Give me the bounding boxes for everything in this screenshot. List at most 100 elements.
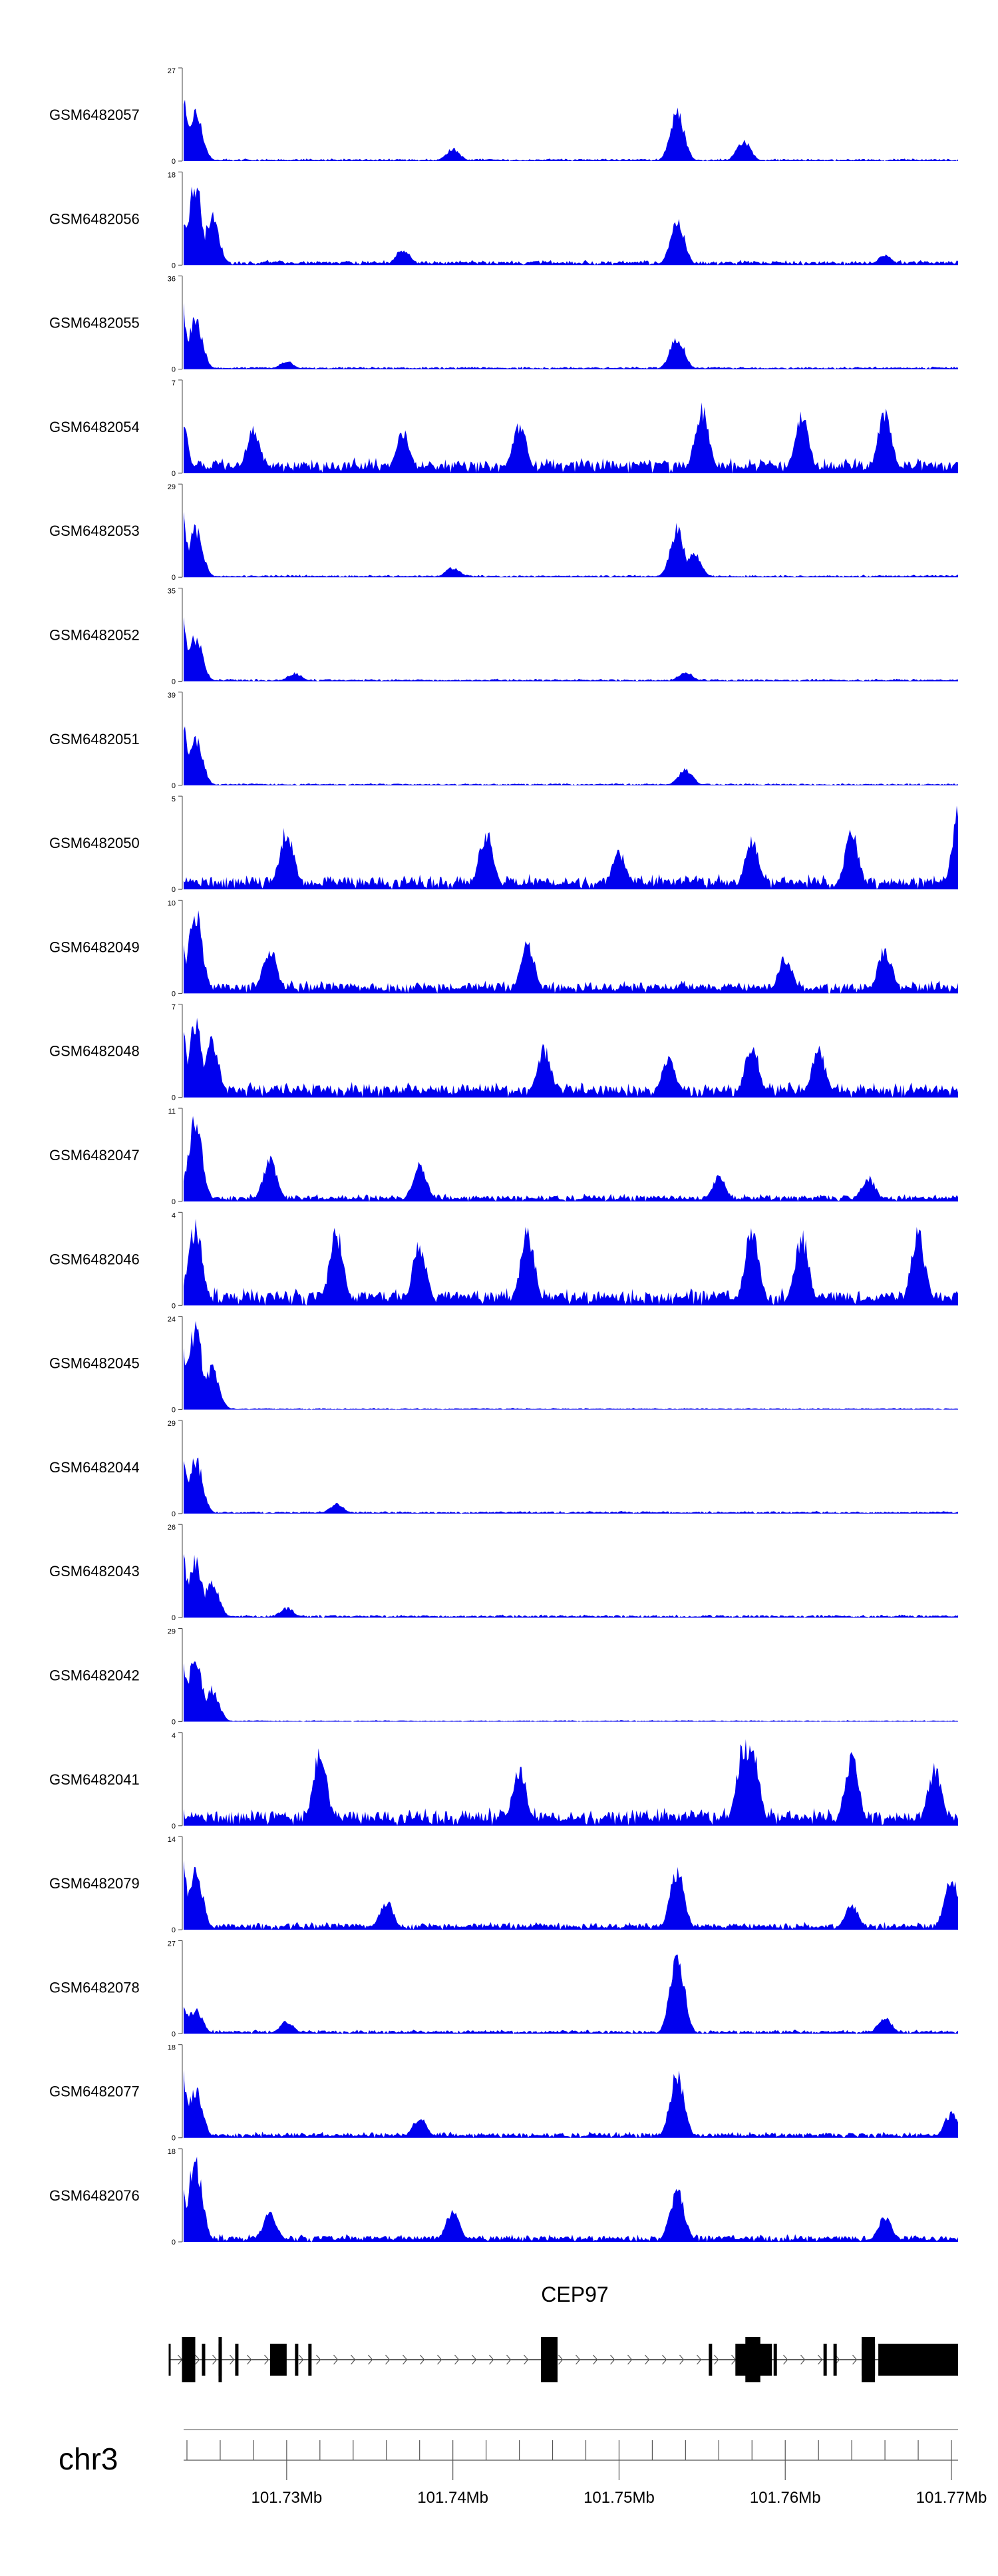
track-ymax-label: 5 bbox=[172, 795, 176, 803]
x-tick-label: 101.76Mb bbox=[750, 2489, 821, 2507]
strand-arrow bbox=[403, 2354, 408, 2365]
strand-arrow bbox=[420, 2354, 425, 2365]
track-GSM6482043: GSM6482043 26 0 bbox=[49, 1524, 958, 1622]
track-ymax-label: 7 bbox=[172, 1004, 176, 1012]
track-label: GSM6482048 bbox=[49, 1043, 140, 1060]
track-GSM6482046: GSM6482046 4 0 bbox=[49, 1211, 958, 1310]
gene-name-label: CEP97 bbox=[541, 2282, 608, 2306]
track-GSM6482056: GSM6482056 18 0 bbox=[49, 171, 958, 270]
track-ymax-label: 39 bbox=[168, 692, 176, 700]
strand-arrow bbox=[247, 2354, 252, 2365]
track-signal-area bbox=[184, 511, 958, 578]
x-tick-label: 101.73Mb bbox=[251, 2489, 322, 2507]
track-signal-area bbox=[184, 1860, 958, 1930]
strand-arrow bbox=[385, 2354, 391, 2365]
track-signal-area bbox=[184, 1554, 958, 1618]
track-signal-area bbox=[184, 1017, 958, 1098]
track-label: GSM6482044 bbox=[49, 1459, 140, 1476]
gene-track: CEP97 bbox=[168, 2282, 958, 2382]
strand-arrow bbox=[299, 2354, 304, 2365]
track-signal-area bbox=[184, 1457, 958, 1514]
track-signal-area bbox=[184, 2157, 958, 2242]
track-label: GSM6482076 bbox=[49, 2187, 140, 2204]
track-GSM6482045: GSM6482045 24 0 bbox=[49, 1316, 958, 1414]
track-GSM6482077: GSM6482077 18 0 bbox=[49, 2044, 958, 2143]
x-axis-ticks: 101.73Mb 101.74Mb 101.75Mb 101.76Mb 101.77Mb bbox=[186, 2440, 987, 2507]
track-signal-area bbox=[184, 402, 958, 473]
track-ymax-label: 27 bbox=[168, 1940, 176, 1948]
track-ymax-label: 18 bbox=[168, 2148, 176, 2156]
strand-arrow bbox=[558, 2354, 564, 2365]
strand-arrow bbox=[195, 2354, 200, 2365]
track-ymin-label: 0 bbox=[172, 574, 176, 582]
gene-exon bbox=[308, 2344, 312, 2376]
track-ymin-label: 0 bbox=[172, 1510, 176, 1518]
strand-arrow bbox=[679, 2354, 685, 2365]
track-ymin-label: 0 bbox=[172, 2135, 176, 2143]
track-GSM6482057: GSM6482057 27 0 bbox=[49, 67, 958, 166]
track-ymin-label: 0 bbox=[172, 1823, 176, 1830]
track-label: GSM6482056 bbox=[49, 210, 140, 227]
track-GSM6482041: GSM6482041 4 0 bbox=[49, 1732, 958, 1830]
strand-arrow bbox=[627, 2354, 633, 2365]
strand-arrow bbox=[489, 2354, 494, 2365]
track-label: GSM6482054 bbox=[49, 419, 140, 435]
track-ymax-label: 11 bbox=[168, 1108, 176, 1116]
track-ymin-label: 0 bbox=[172, 1926, 176, 1934]
track-signal-area bbox=[184, 726, 958, 785]
track-ymax-label: 36 bbox=[168, 276, 176, 284]
track-label: GSM6482079 bbox=[49, 1875, 140, 1892]
strand-arrow bbox=[593, 2354, 598, 2365]
track-GSM6482078: GSM6482078 27 0 bbox=[49, 1940, 958, 2038]
track-signal-area bbox=[184, 1739, 958, 1826]
track-ymin-label: 0 bbox=[172, 990, 176, 998]
track-ymin-label: 0 bbox=[172, 2030, 176, 2038]
track-label: GSM6482051 bbox=[49, 731, 140, 748]
strand-arrow bbox=[230, 2354, 235, 2365]
track-label: GSM6482052 bbox=[49, 627, 140, 644]
gene-exon-tall bbox=[218, 2337, 222, 2382]
track-label: GSM6482053 bbox=[49, 523, 140, 539]
track-ymin-label: 0 bbox=[172, 1094, 176, 1102]
track-ymin-label: 0 bbox=[172, 470, 176, 478]
track-GSM6482044: GSM6482044 29 0 bbox=[49, 1420, 958, 1518]
gene-exon bbox=[202, 2344, 206, 2376]
chromosome-label: chr3 bbox=[59, 2442, 118, 2476]
gene-exon bbox=[709, 2344, 713, 2376]
track-ymin-label: 0 bbox=[172, 782, 176, 790]
strand-arrow bbox=[645, 2354, 650, 2365]
gene-exon-tall bbox=[862, 2337, 876, 2382]
track-ymax-label: 7 bbox=[172, 379, 176, 387]
strand-arrow bbox=[662, 2354, 667, 2365]
track-ymin-label: 0 bbox=[172, 1406, 176, 1414]
track-GSM6482052: GSM6482052 35 0 bbox=[49, 588, 958, 686]
track-label: GSM6482055 bbox=[49, 315, 140, 331]
track-ymax-label: 4 bbox=[172, 1732, 176, 1740]
track-signal-area bbox=[184, 910, 958, 994]
track-ymin-label: 0 bbox=[172, 886, 176, 894]
track-signal-area bbox=[184, 186, 958, 266]
gene-exon-tall bbox=[182, 2337, 196, 2382]
track-signal-area bbox=[184, 302, 958, 369]
track-ymax-label: 27 bbox=[168, 67, 176, 75]
track-ymax-label: 4 bbox=[172, 1211, 176, 1219]
track-label: GSM6482077 bbox=[49, 2083, 140, 2100]
track-label: GSM6482078 bbox=[49, 1979, 140, 1996]
track-ymin-label: 0 bbox=[172, 158, 176, 166]
track-signal-area bbox=[184, 1954, 958, 2034]
genome-axis: chr3 101.73Mb 101.74Mb 101.75Mb 101.76Mb 101… bbox=[59, 2429, 987, 2507]
track-GSM6482048: GSM6482048 7 0 bbox=[49, 1004, 958, 1102]
track-ymax-label: 18 bbox=[168, 171, 176, 179]
track-ymin-label: 0 bbox=[172, 1719, 176, 1727]
track-ymin-label: 0 bbox=[172, 1302, 176, 1310]
strand-arrow bbox=[783, 2354, 788, 2365]
gene-exon bbox=[773, 2344, 777, 2376]
track-ymax-label: 14 bbox=[168, 1836, 176, 1844]
strand-arrow bbox=[472, 2354, 477, 2365]
signal-tracks: GSM6482057270GSM6482056180GSM6482055360G… bbox=[49, 67, 958, 2247]
gene-exon bbox=[295, 2344, 299, 2376]
track-ymin-label: 0 bbox=[172, 678, 176, 686]
track-signal-area bbox=[184, 805, 958, 890]
track-signal-area bbox=[184, 1219, 958, 1306]
x-tick-label: 101.74Mb bbox=[417, 2489, 488, 2507]
